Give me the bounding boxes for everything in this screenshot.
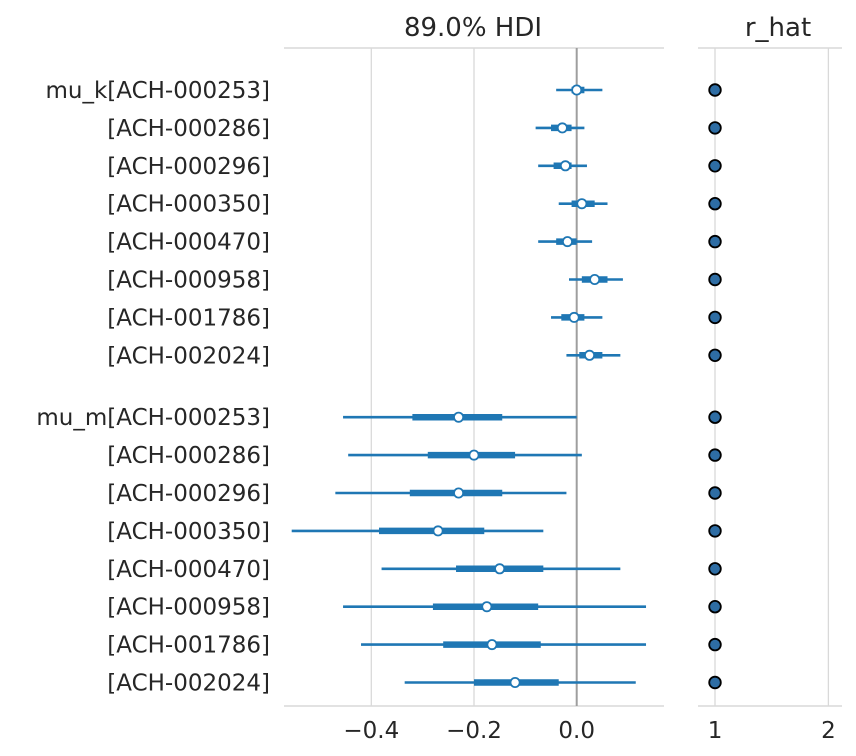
rhat-x-tick-label: 1 (708, 718, 723, 744)
row-label: [ACH-000286] (107, 116, 270, 142)
row-label: [ACH-000470] (107, 557, 270, 583)
row-label: [ACH-000286] (107, 443, 270, 469)
rhat-point (708, 234, 722, 249)
rhat-point (708, 562, 722, 576)
row-label: [ACH-000958] (107, 595, 270, 621)
row-label: [ACH-000958] (107, 268, 270, 294)
rhat-point (708, 121, 722, 135)
rhat-point (708, 196, 722, 211)
rhat-x-tick-label: 2 (821, 718, 836, 744)
mean-point (509, 677, 521, 689)
rhat-point (708, 410, 722, 424)
mean-point (584, 349, 596, 361)
rhat-panel-title: r_hat (745, 13, 811, 43)
hdi-x-tick-label: −0.4 (343, 718, 399, 744)
hdi-panel: 89.0% HDI −0.4 −0.2 0.0 (284, 13, 664, 744)
mean-point (486, 639, 498, 651)
mean-point (453, 487, 465, 499)
mean-point (468, 449, 480, 461)
hdi-x-tick-label: 0.0 (558, 718, 595, 744)
rhat-point (708, 348, 722, 363)
mean-point (589, 273, 601, 285)
row-label: [ACH-000350] (107, 192, 270, 218)
hdi-panel-title: 89.0% HDI (404, 13, 542, 43)
mean-point (556, 122, 568, 134)
row-label: [ACH-002024] (107, 671, 270, 697)
mean-point (561, 236, 573, 248)
mean-point (559, 160, 571, 172)
row-label: [ACH-000296] (107, 154, 270, 180)
rhat-point (708, 83, 722, 97)
rhat-point (708, 310, 722, 325)
hdi-x-tick-labels: −0.4 −0.2 0.0 (343, 718, 595, 744)
row-label: [ACH-002024] (107, 343, 270, 369)
hdi-x-tick-label: −0.2 (446, 718, 502, 744)
row-label: [ACH-001786] (107, 633, 270, 659)
mean-point (571, 84, 583, 96)
rhat-point (708, 524, 722, 538)
rhat-point (708, 600, 722, 614)
rhat-point (708, 272, 722, 287)
mean-point (576, 198, 588, 210)
row-labels: mu_k[ACH-000253] [ACH-000286] [ACH-000296]… (36, 78, 270, 697)
mean-point (481, 601, 493, 613)
row-label: [ACH-000350] (107, 519, 270, 545)
row-label: [ACH-000296] (107, 481, 270, 507)
hdi-intervals (291, 84, 647, 689)
rhat-point (708, 448, 722, 462)
mean-point (494, 563, 506, 575)
rhat-point (708, 486, 722, 500)
row-label: [ACH-000470] (107, 230, 270, 256)
row-label: mu_m[ACH-000253] (36, 405, 270, 431)
mean-point (432, 525, 444, 537)
rhat-point (708, 159, 722, 173)
row-label: mu_k[ACH-000253] (45, 78, 270, 104)
rhat-point (708, 637, 722, 652)
row-label: [ACH-001786] (107, 305, 270, 331)
mean-point (568, 311, 580, 323)
rhat-point (708, 675, 722, 690)
rhat-points (708, 83, 722, 690)
rhat-gridlines (698, 47, 842, 707)
mean-point (453, 411, 465, 423)
